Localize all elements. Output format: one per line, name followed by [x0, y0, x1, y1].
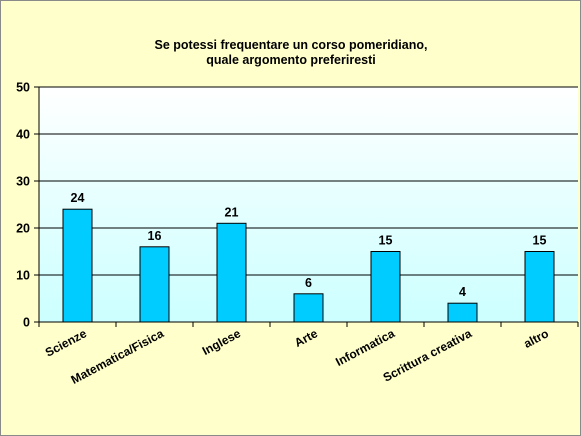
data-label: 21 — [225, 205, 239, 219]
bar-arte — [293, 293, 324, 323]
data-label: 4 — [459, 285, 466, 299]
axes — [38, 87, 579, 327]
y-tick-label: 10 — [16, 269, 30, 283]
bar-scrittura-creativa — [447, 302, 478, 323]
category-label: Informatica — [333, 326, 397, 369]
category-label: Arte — [292, 326, 320, 350]
y-tick-label: 50 — [16, 81, 30, 95]
data-labels: 24 16 21 6 15 4 15 — [71, 191, 547, 299]
data-label: 24 — [71, 191, 85, 205]
data-label: 16 — [148, 229, 162, 243]
bars — [62, 208, 555, 323]
bar-altro — [524, 251, 555, 323]
y-tick-label: 40 — [16, 128, 30, 142]
category-label: Scienze — [43, 326, 89, 359]
chart-title-line-2: quale argomento preferiresti — [206, 53, 376, 67]
bar-scienze — [62, 208, 93, 323]
y-tick-label: 20 — [16, 222, 30, 236]
category-label: Inglese — [200, 326, 243, 358]
category-label: altro — [521, 326, 551, 351]
bar-informatica — [370, 251, 401, 323]
bar-matematica-fisica — [139, 246, 170, 323]
data-label: 15 — [533, 234, 547, 248]
chart-title-line-1: Se potessi frequentare un corso pomeridi… — [155, 38, 428, 52]
data-label: 6 — [305, 276, 312, 290]
gridlines — [39, 86, 578, 276]
y-tick-labels: 0 10 20 30 40 50 — [16, 81, 39, 330]
plot-area — [39, 87, 578, 322]
y-tick-label: 0 — [23, 316, 30, 330]
bar-inglese — [216, 222, 247, 323]
y-tick-label: 30 — [16, 175, 30, 189]
data-label: 15 — [379, 234, 393, 248]
